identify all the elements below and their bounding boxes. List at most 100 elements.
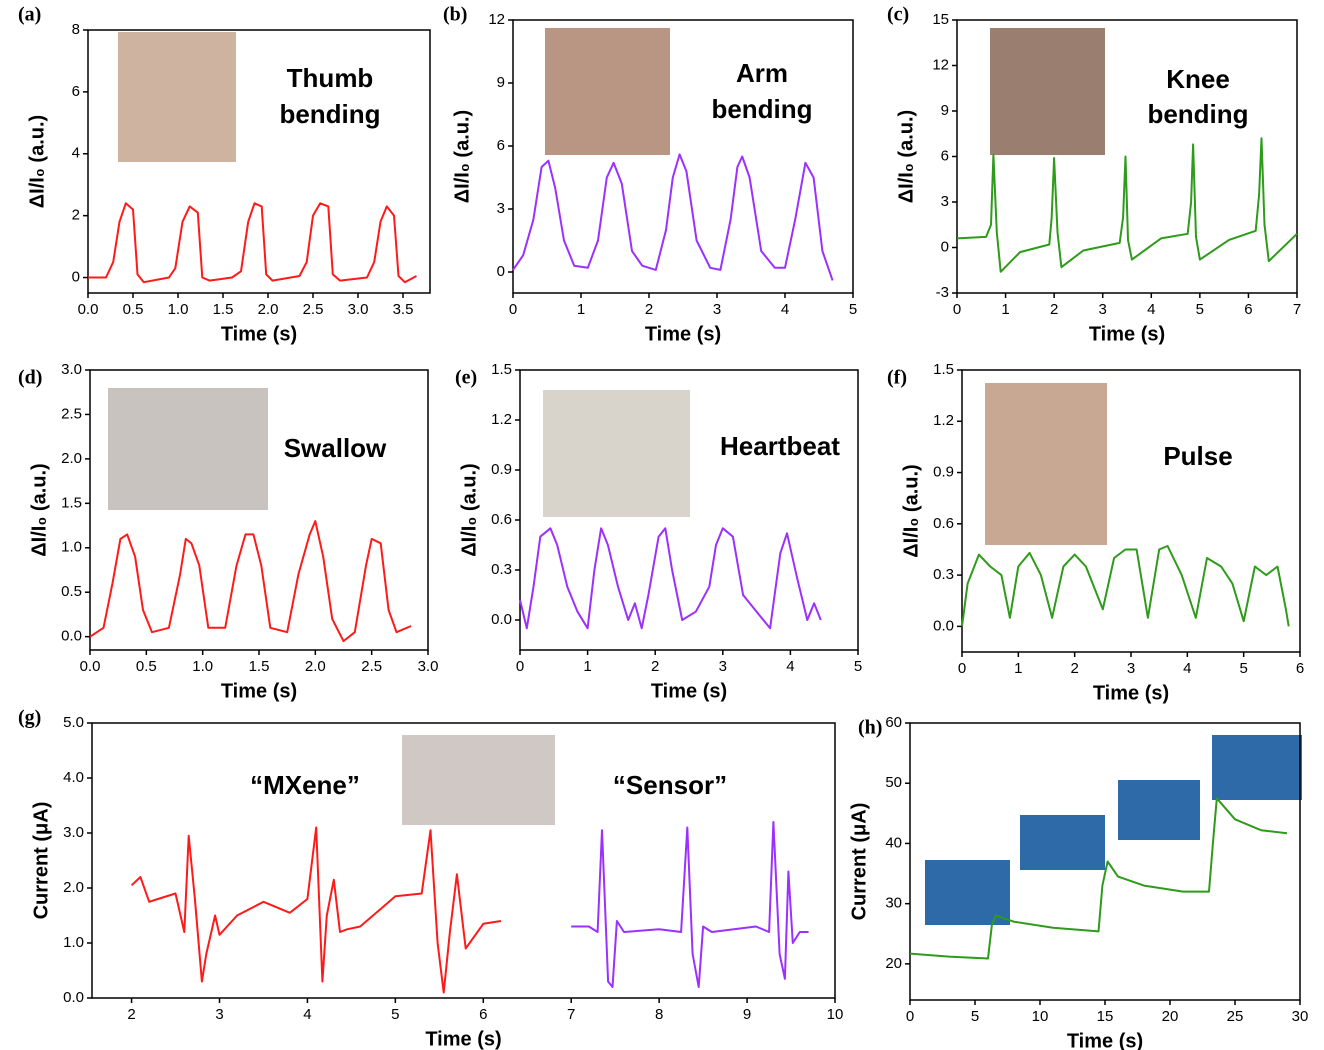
- y-tick-label: 12: [488, 11, 505, 28]
- inset-photo: [545, 28, 670, 155]
- y-tick-label: 2: [72, 207, 80, 224]
- x-tick-label: 0: [958, 660, 966, 677]
- y-tick-label: 60: [885, 714, 902, 731]
- y-axis-label: ΔI/I₀ (a.u.): [895, 110, 917, 203]
- x-tick-label: 0: [953, 301, 961, 318]
- x-tick-label: 30: [1292, 1008, 1309, 1025]
- y-tick-label: 1.5: [933, 361, 954, 378]
- x-tick-label: 2: [651, 658, 659, 675]
- x-tick-label: 2.5: [303, 301, 324, 318]
- inset-photo: [1212, 735, 1302, 800]
- panel-label: (g): [18, 707, 41, 729]
- y-tick-label: 3: [497, 200, 505, 217]
- panel-label: (a): [18, 4, 41, 26]
- y-tick-label: 0.5: [61, 583, 82, 600]
- y-tick-label: 6: [941, 147, 949, 164]
- x-tick-label: 2.0: [305, 658, 326, 675]
- y-tick-label: 3.0: [63, 824, 84, 841]
- x-tick-label: 4: [1183, 660, 1191, 677]
- x-tick-label: 6: [479, 1006, 487, 1023]
- y-tick-label: 40: [885, 834, 902, 851]
- x-tick-label: 2: [645, 301, 653, 318]
- y-tick-label: 30: [885, 895, 902, 912]
- y-tick-label: 0: [72, 268, 80, 285]
- annotation: Arm: [736, 58, 788, 88]
- x-tick-label: 4: [786, 658, 794, 675]
- y-tick-label: 0.3: [933, 566, 954, 583]
- x-tick-label: 1: [1001, 301, 1009, 318]
- x-tick-label: 4: [781, 301, 789, 318]
- y-tick-label: 6: [72, 83, 80, 100]
- x-tick-label: 2: [1050, 301, 1058, 318]
- y-axis-label: ΔI/I₀ (a.u.): [458, 463, 480, 556]
- x-tick-label: 5: [854, 658, 862, 675]
- x-tick-label: 8: [655, 1006, 663, 1023]
- y-tick-label: 0.9: [933, 464, 954, 481]
- panel-label: (e): [455, 367, 477, 389]
- x-tick-label: 0: [906, 1008, 914, 1025]
- x-axis-label: Time (s): [425, 1028, 501, 1050]
- y-tick-label: 0.0: [61, 628, 82, 645]
- x-tick-label: 0.5: [136, 658, 157, 675]
- x-tick-label: 3.0: [418, 658, 439, 675]
- x-tick-label: 1.0: [192, 658, 213, 675]
- x-axis-label: Time (s): [221, 680, 297, 702]
- x-tick-label: 5: [1239, 660, 1247, 677]
- x-tick-label: 3.5: [393, 301, 414, 318]
- annotation: “MXene”: [250, 770, 360, 800]
- x-axis-label: Time (s): [651, 680, 727, 702]
- x-tick-label: 6: [1244, 301, 1252, 318]
- y-tick-label: 20: [885, 955, 902, 972]
- x-tick-label: 3: [1127, 660, 1135, 677]
- x-tick-label: 7: [1293, 301, 1301, 318]
- x-tick-label: 1: [583, 658, 591, 675]
- x-tick-label: 10: [827, 1006, 844, 1023]
- annotation: Knee: [1166, 64, 1230, 94]
- y-tick-label: 15: [932, 11, 949, 28]
- x-tick-label: 2.5: [361, 658, 382, 675]
- annotation: Thumb: [287, 63, 374, 93]
- inset-photo: [990, 28, 1105, 155]
- x-tick-label: 3: [215, 1006, 223, 1023]
- annotation: Swallow: [284, 433, 387, 463]
- y-axis-label: ΔI/I₀ (a.u.): [900, 464, 922, 557]
- y-tick-label: 4.0: [63, 769, 84, 786]
- inset-photo: [108, 388, 268, 510]
- annotation: bending: [279, 99, 380, 129]
- y-tick-label: 4: [72, 145, 80, 162]
- x-tick-label: 1.0: [168, 301, 189, 318]
- y-tick-label: 2.5: [61, 405, 82, 422]
- x-tick-label: 1: [577, 301, 585, 318]
- x-tick-label: 0.0: [80, 658, 101, 675]
- y-tick-label: 6: [497, 137, 505, 154]
- panel-label: (b): [443, 4, 467, 26]
- inset-photo: [402, 735, 555, 825]
- x-tick-label: 1.5: [213, 301, 234, 318]
- x-tick-label: 15: [1097, 1008, 1114, 1025]
- y-tick-label: 8: [72, 21, 80, 38]
- y-tick-label: 50: [885, 774, 902, 791]
- x-tick-label: 3: [713, 301, 721, 318]
- x-axis-label: Time (s): [221, 323, 297, 345]
- y-tick-label: 3.0: [61, 361, 82, 378]
- x-tick-label: 20: [1162, 1008, 1179, 1025]
- x-tick-label: 5: [391, 1006, 399, 1023]
- y-tick-label: 1.5: [61, 494, 82, 511]
- y-tick-label: 0: [941, 238, 949, 255]
- x-tick-label: 4: [1147, 301, 1155, 318]
- panel-label: (d): [18, 367, 42, 389]
- y-tick-label: 1.5: [491, 361, 512, 378]
- y-tick-label: 9: [497, 74, 505, 91]
- x-tick-label: 2.0: [258, 301, 279, 318]
- x-tick-label: 0: [516, 658, 524, 675]
- panel-label: (f): [887, 367, 907, 389]
- x-tick-label: 6: [1296, 660, 1304, 677]
- y-tick-label: 0: [497, 263, 505, 280]
- y-axis-label: Current (μA): [848, 803, 870, 921]
- figure: 0.0 0.5 1.0 1.5 2.0 2.5 3.0 3.5 0 2 4 6 8 Time (s) ΔI/…: [0, 0, 1324, 1050]
- y-tick-label: 12: [932, 56, 949, 73]
- x-tick-label: 1: [1014, 660, 1022, 677]
- y-tick-label: 0.3: [491, 561, 512, 578]
- x-axis-label: Time (s): [1093, 682, 1169, 704]
- y-axis-label: ΔI/I₀ (a.u.): [28, 463, 50, 556]
